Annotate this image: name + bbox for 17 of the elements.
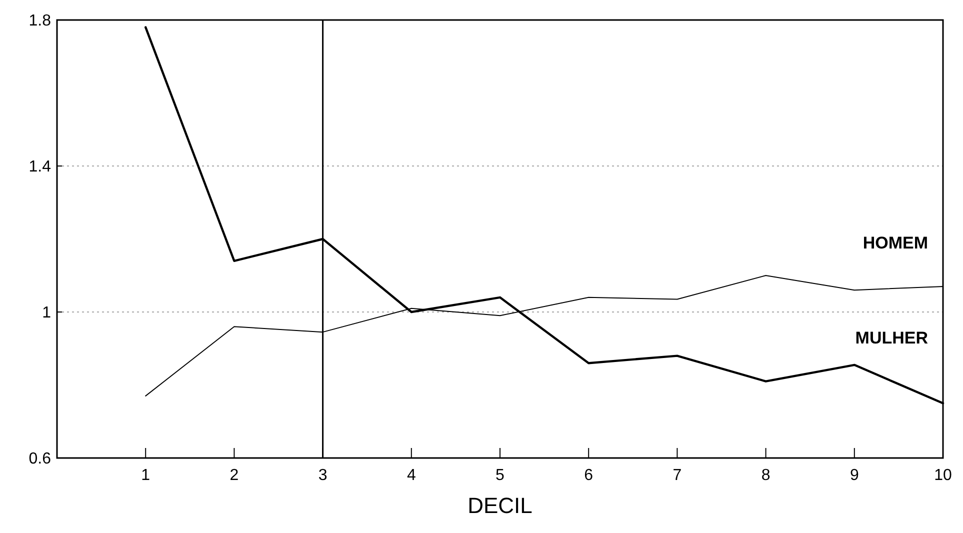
x-tick-label: 6 <box>584 467 594 484</box>
x-axis-title: DECIL <box>468 493 532 518</box>
x-tick-label: 8 <box>761 467 770 484</box>
text: HOMEM <box>862 233 928 252</box>
x-tick-label: 4 <box>406 467 416 484</box>
series-label: MULHER <box>855 328 928 348</box>
x-tick-label: 5 <box>496 467 505 484</box>
x-tick-label: 1 <box>141 467 150 484</box>
x-tick-label: 3 <box>318 467 328 484</box>
y-tick-label: 1.4 <box>28 158 52 176</box>
y-tick-label: 1 <box>42 304 52 322</box>
x-tick-label: 2 <box>230 467 239 484</box>
y-tick-label: 0.6 <box>28 450 52 468</box>
x-tick-label: 9 <box>850 467 859 484</box>
y-tick-label: 1.8 <box>28 12 52 30</box>
x-tick-label: 10 <box>934 467 952 484</box>
x-tick-label: 7 <box>672 467 682 484</box>
